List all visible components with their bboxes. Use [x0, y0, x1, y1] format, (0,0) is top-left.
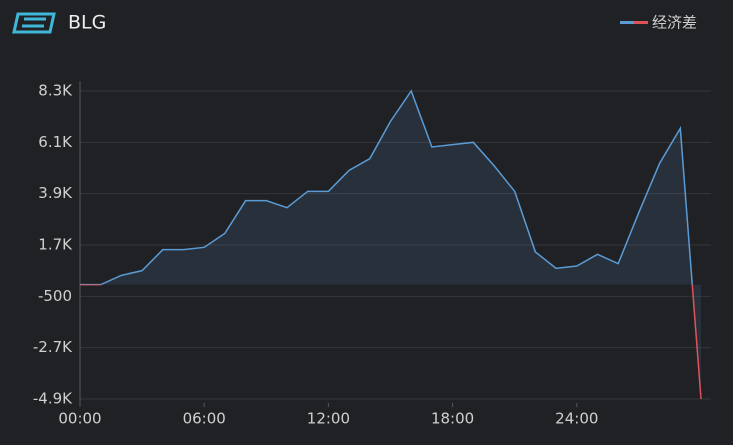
x-tick-label: 24:00 [555, 410, 598, 428]
x-tick-label: 18:00 [431, 410, 474, 428]
area-fill [80, 91, 701, 399]
x-tick-label: 00:00 [58, 410, 101, 428]
data-line [80, 89, 702, 400]
y-tick-label: -4.9K [33, 390, 73, 408]
team-logo [12, 12, 56, 34]
x-tick-label: 12:00 [307, 410, 350, 428]
chart-title: BLG [68, 12, 106, 34]
legend-label: 经济差 [652, 14, 697, 32]
y-tick-label: 1.7K [38, 236, 73, 254]
y-tick-label: -500 [38, 287, 72, 305]
y-tick-label: 8.3K [38, 82, 73, 100]
legend-swatch [620, 21, 648, 24]
y-tick-label: 3.9K [38, 184, 73, 202]
x-tick-label: 06:00 [183, 410, 226, 428]
y-tick-label: -2.7K [33, 338, 73, 356]
y-tick-label: 6.1K [38, 133, 73, 151]
